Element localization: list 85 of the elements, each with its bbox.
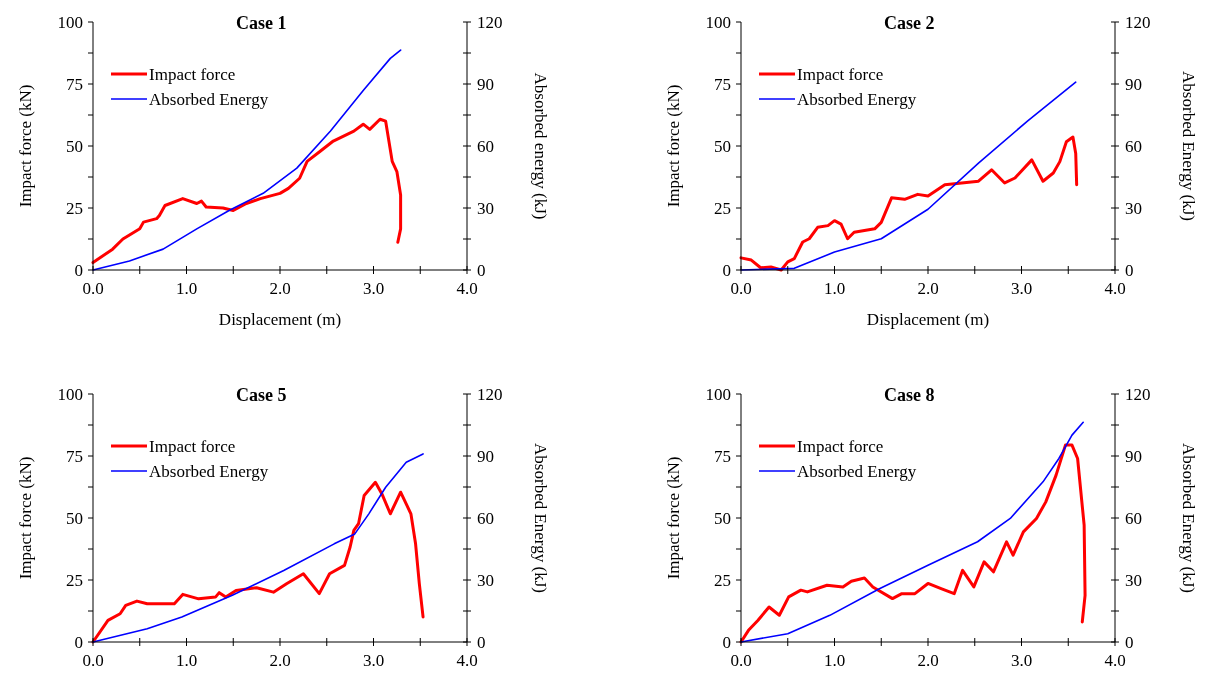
y-tick-label: 75 xyxy=(714,74,731,94)
chart-title: Case 2 xyxy=(884,13,935,33)
x-tick-label: 0.0 xyxy=(730,279,752,298)
y2-tick-label: 0 xyxy=(1125,632,1134,652)
y2-tick-label: 120 xyxy=(477,12,503,32)
y2-tick-label: 90 xyxy=(1125,74,1142,94)
y-tick-label: 50 xyxy=(66,508,83,528)
x-tick-label: 1.0 xyxy=(823,279,846,298)
y-tick-label: 25 xyxy=(66,570,83,590)
legend-label: Impact force xyxy=(149,64,236,84)
legend-label: Absorbed Energy xyxy=(149,461,269,481)
line-series xyxy=(91,480,425,644)
chart-title: Case 8 xyxy=(884,385,935,405)
x-tick-label: 4.0 xyxy=(1104,279,1126,298)
y2-tick-label: 90 xyxy=(477,446,494,466)
x-tick-label: 3.0 xyxy=(362,279,385,298)
x-tick-label: 1.0 xyxy=(175,651,198,670)
line-series xyxy=(91,117,403,265)
y-axis-title: Impact force (kN) xyxy=(16,456,35,580)
y2-tick-label: 60 xyxy=(1125,508,1142,528)
y-tick-label: 25 xyxy=(714,198,731,218)
x-tick-label: 4.0 xyxy=(456,651,478,670)
y-tick-label: 50 xyxy=(714,508,731,528)
y2-tick-label: 30 xyxy=(1125,198,1142,218)
y-tick-label: 25 xyxy=(66,198,83,218)
y-tick-label: 75 xyxy=(714,446,731,466)
y-tick-label: 100 xyxy=(705,12,731,32)
y2-tick-label: 60 xyxy=(1125,136,1142,156)
y2-tick-label: 60 xyxy=(477,136,494,156)
y2-axis-title: Absorbed Energy (kJ) xyxy=(1179,71,1198,221)
y2-tick-label: 120 xyxy=(1125,12,1151,32)
y-tick-label: 25 xyxy=(714,570,731,590)
legend-label: Absorbed Energy xyxy=(797,89,917,109)
y-tick-label: 100 xyxy=(705,384,731,404)
y2-axis-title: Absorbed energy (kJ) xyxy=(531,72,550,220)
x-tick-label: 1.0 xyxy=(175,279,198,298)
y-tick-label: 100 xyxy=(57,384,83,404)
legend-label: Absorbed Energy xyxy=(797,461,917,481)
x-tick-label: 0.0 xyxy=(82,279,104,298)
chart-title: Case 5 xyxy=(236,385,287,405)
y-tick-label: 100 xyxy=(57,12,83,32)
y2-axis-title: Absorbed Energy (kJ) xyxy=(1179,443,1198,593)
y-axis-title: Impact force (kN) xyxy=(16,84,35,208)
x-tick-label: 0.0 xyxy=(730,651,752,670)
line-series xyxy=(739,135,1079,272)
x-tick-label: 4.0 xyxy=(1104,651,1126,670)
y2-tick-label: 30 xyxy=(1125,570,1142,590)
x-tick-label: 2.0 xyxy=(917,651,939,670)
y2-tick-label: 90 xyxy=(477,74,494,94)
legend-label: Impact force xyxy=(797,64,884,84)
x-tick-label: 4.0 xyxy=(456,279,478,298)
chart-title: Case 1 xyxy=(236,13,287,33)
y-tick-label: 0 xyxy=(74,260,83,280)
x-axis-title: Displacement (m) xyxy=(218,310,342,329)
x-tick-label: 3.0 xyxy=(1010,651,1033,670)
y-tick-label: 50 xyxy=(714,136,731,156)
y-axis-title: Impact force (kN) xyxy=(664,456,683,580)
x-tick-label: 0.0 xyxy=(82,651,104,670)
y2-axis-title: Absorbed Energy (kJ) xyxy=(531,443,550,593)
y2-tick-label: 90 xyxy=(1125,446,1142,466)
y2-tick-label: 0 xyxy=(477,260,486,280)
legend-label: Impact force xyxy=(797,436,884,456)
x-axis-title: Displacement (m) xyxy=(866,310,990,329)
x-tick-label: 2.0 xyxy=(917,279,939,298)
y2-tick-label: 30 xyxy=(477,570,494,590)
x-tick-label: 1.0 xyxy=(823,651,846,670)
y2-tick-label: 120 xyxy=(1125,384,1151,404)
legend-label: Absorbed Energy xyxy=(149,89,269,109)
y-tick-label: 75 xyxy=(66,446,83,466)
y-tick-label: 50 xyxy=(66,136,83,156)
y-axis-title: Impact force (kN) xyxy=(664,84,683,208)
y-tick-label: 0 xyxy=(74,632,83,652)
y2-tick-label: 0 xyxy=(477,632,486,652)
x-tick-label: 3.0 xyxy=(362,651,385,670)
x-tick-label: 2.0 xyxy=(269,279,291,298)
x-tick-label: 3.0 xyxy=(1010,279,1033,298)
y2-tick-label: 30 xyxy=(477,198,494,218)
x-tick-label: 2.0 xyxy=(269,651,291,670)
y-tick-label: 0 xyxy=(722,260,731,280)
y-tick-label: 0 xyxy=(722,632,731,652)
y2-tick-label: 120 xyxy=(477,384,503,404)
legend-label: Impact force xyxy=(149,436,236,456)
y2-tick-label: 60 xyxy=(477,508,494,528)
y-tick-label: 75 xyxy=(66,74,83,94)
y2-tick-label: 0 xyxy=(1125,260,1134,280)
